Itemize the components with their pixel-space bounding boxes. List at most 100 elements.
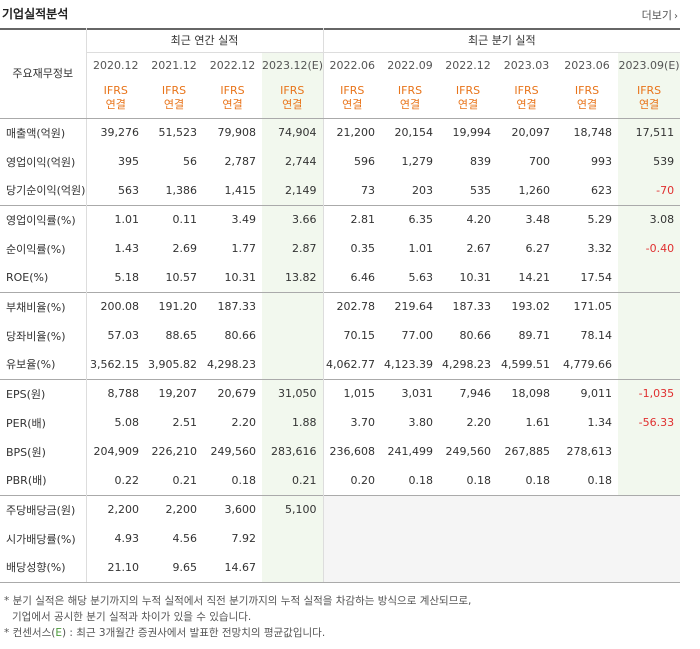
table-cell: 1.88 [262,408,324,437]
period-header: 2022.06 [322,51,382,78]
table-cell: 623 [591,183,613,197]
table-cell: 2.81 [322,204,382,234]
table-cell: 1,386 [165,183,198,197]
table-cell: 2.20 [466,416,492,429]
table-row: 주당배당금(원) 2,200 2,200 3,600 5,100 [0,494,681,524]
row-label: EPS(원) [0,378,87,408]
basis-header: IFRS 연결 [618,78,681,119]
period-header: 2023.06 [556,51,619,78]
table-cell [556,553,619,583]
basis-header: IFRS 연결 [203,78,262,119]
table-cell: 5,100 [262,494,324,524]
table-cell: 5.63 [408,270,434,284]
table-cell: 1.61 [525,416,551,429]
footnote-2-prefix: * 컨센서스( [4,627,56,639]
row-label: 영업이익률(%) [0,204,87,234]
table-cell: 1.34 [587,416,613,429]
table-cell [618,321,681,350]
basis-consolidated: 연결 [282,97,303,111]
table-cell: 535 [470,183,492,197]
table-cell: 5.18 [114,270,140,284]
table-cell: 2.87 [262,234,324,263]
table-cell: 80.66 [459,329,492,342]
basis-consolidated: 연결 [399,97,421,111]
table-cell [618,291,681,321]
footnote-2-suffix: ) : 최근 3개월간 증권사에서 발표한 전망치의 평균값입니다. [61,627,326,639]
table-cell: 2.67 [466,242,492,255]
table-cell: 5.29 [556,204,619,234]
basis-header: IFRS 연결 [497,78,557,119]
table-cell: 57.03 [107,329,140,342]
table-cell: 10.31 [224,270,257,284]
table-cell: 200.08 [86,291,145,321]
table-cell [381,553,440,583]
table-cell: 13.82 [262,263,324,292]
table-row: 배당성향(%) 21.10 9.65 14.67 [0,553,681,583]
table-cell: 1,279 [401,155,434,168]
row-label: 시가배당률(%) [0,524,87,553]
table-cell [618,466,681,495]
basis-ifrs: IFRS [103,83,128,97]
row-label: 매출액(억원) [0,118,87,147]
table-cell: 3.80 [408,416,434,429]
table-cell [497,494,557,524]
table-cell: 0.18 [525,473,551,487]
table-cell: 8,788 [86,378,145,408]
basis-ifrs: IFRS [636,83,662,97]
more-link[interactable]: 더보기 › [642,7,678,23]
basis-ifrs: IFRS [340,83,365,97]
table-cell: 187.33 [203,291,262,321]
table-cell: 1.01 [86,204,145,234]
basis-consolidated: 연결 [457,97,479,111]
table-cell [439,524,498,553]
table-cell: 700 [529,155,551,168]
footnote-1b: 기업에서 공시한 분기 실적과 차이가 있을 수 있습니다. [12,611,252,623]
table-cell: 4,062.77 [322,350,382,379]
consensus-e-mark: E [55,627,62,639]
table-cell: 203 [412,183,434,197]
table-cell [618,437,681,466]
row-label: 배당성향(%) [0,553,87,583]
basis-consolidated: 연결 [163,97,185,111]
section-title: 기업실적분석 [2,7,69,21]
table-cell: 80.66 [224,329,257,342]
table-cell: 6.27 [525,242,551,255]
table-cell: 1,415 [224,183,257,197]
financial-table: 주요재무정보 최근 연간 실적 최근 분기 실적 2020.12 2021.12 2… [0,28,681,583]
table-cell: 18,098 [497,378,557,408]
table-cell: 0.18 [466,473,492,487]
table-cell: -1,035 [618,378,681,408]
row-label: 당기순이익(억원) [0,176,87,205]
table-cell: 0.21 [172,473,198,487]
table-cell: 19,207 [145,378,203,408]
table-cell: 171.05 [556,291,619,321]
table-cell [322,553,382,583]
table-cell: 18,748 [573,126,613,140]
row-label: ROE(%) [0,263,87,292]
section-header: 기업실적분석 더보기 › [0,0,700,28]
table-cell: 78.14 [580,329,613,342]
table-cell [556,524,619,553]
period-header: 2020.12 [86,51,145,78]
table-cell: 21.10 [86,553,145,583]
table-cell: 267,885 [504,445,551,458]
basis-ifrs: IFRS [220,83,245,97]
table-cell: 4,298.23 [207,357,256,371]
table-cell [439,494,498,524]
table-cell: 77.00 [401,329,434,342]
table-cell: 4.20 [439,204,498,234]
table-row: 영업이익(억원) 395 56 2,787 2,744 596 1,279 839 700 993… [0,147,681,176]
row-label: 주당배당금(원) [0,494,87,524]
table-cell: 6.35 [381,204,440,234]
table-cell: -56.33 [618,408,681,437]
table-cell: 0.35 [322,234,382,263]
table-cell: 202.78 [322,291,382,321]
basis-consolidated: 연결 [105,97,126,111]
basis-header: IFRS 연결 [145,78,203,119]
table-row: PBR(배) 0.22 0.21 0.18 0.21 0.20 0.18 0.18 0.18 0.… [0,466,681,495]
period-header: 2022.12 [439,51,498,78]
table-cell: -0.40 [618,234,681,263]
table-cell: 219.64 [381,291,440,321]
basis-ifrs: IFRS [161,83,187,97]
table-cell: 21,200 [322,118,382,147]
